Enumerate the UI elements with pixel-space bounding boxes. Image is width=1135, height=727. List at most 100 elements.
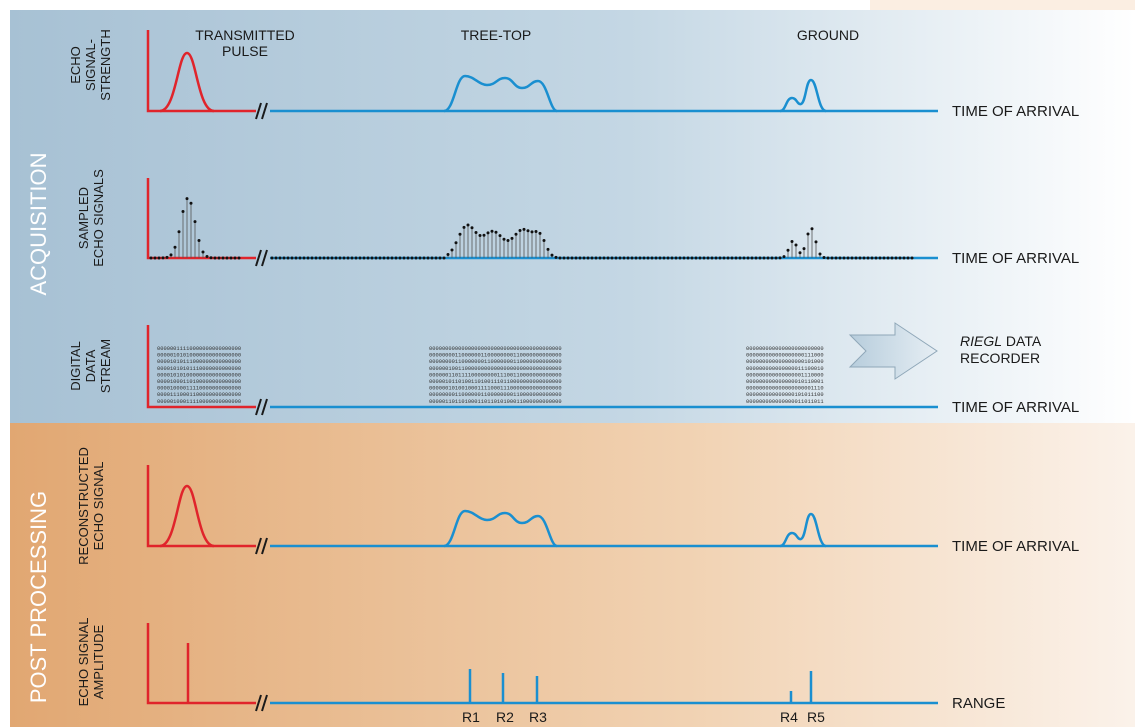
sample-point: [434, 256, 438, 260]
top-right-tint: [870, 0, 1135, 10]
sample-point: [846, 256, 850, 260]
row-echo-signal: ECHO SIGNAL- STRENGTH TIME OF ARRIVAL: [68, 29, 1079, 120]
bitstream-line: 000000000000000001110000: [746, 372, 824, 378]
bitstream-line: 00000011110000000000000000: [157, 346, 241, 352]
sample-point: [878, 256, 882, 260]
bitstream-line: 000000000000000010110001: [746, 379, 824, 385]
sample-point: [594, 256, 598, 260]
sample-point: [898, 256, 902, 260]
sample-point: [334, 256, 338, 260]
bitstream-pulse: 0000001111000000000000000000000101010000…: [157, 346, 241, 405]
axis-label-digital: TIME OF ARRIVAL: [952, 399, 1079, 416]
sample-point: [726, 256, 730, 260]
sample-point: [282, 256, 286, 260]
sample-point: [866, 256, 870, 260]
sample-point: [902, 256, 906, 260]
recorder-label-line1: RIEGL DATA: [960, 333, 1042, 349]
bitstream-line: 000000000000000000001110: [746, 386, 824, 392]
sample-point: [886, 256, 890, 260]
reconstructed-pulse-curve: [159, 484, 215, 548]
sample-point: [406, 256, 410, 260]
sample-point: [586, 256, 590, 260]
sample-point: [614, 256, 618, 260]
bitstream-line: 00001010111000000000000000: [157, 359, 241, 365]
ylabel-sampled-1: SAMPLED: [76, 187, 91, 249]
bitstream-line: 0000000011000000110000000011000000000000…: [429, 353, 562, 359]
sample-point: [714, 256, 718, 260]
sample-point: [430, 256, 434, 260]
sample-point: [173, 245, 177, 249]
sample-point: [470, 226, 474, 230]
bitstream-line: 000000000000000000101000: [746, 359, 824, 365]
sample-point: [330, 256, 334, 260]
break-mark: [255, 694, 262, 712]
sample-point: [366, 256, 370, 260]
sample-point: [398, 256, 402, 260]
sample-point: [758, 256, 762, 260]
sample-point: [822, 256, 826, 260]
sample-point: [522, 227, 526, 231]
sample-point: [550, 253, 554, 257]
sample-point: [650, 256, 654, 260]
sample-point: [482, 233, 486, 237]
bitstream-line: 00000101010000000000000000: [157, 353, 241, 359]
axis-breaks: [255, 102, 268, 712]
sample-point: [854, 256, 858, 260]
sample-point: [442, 256, 446, 260]
range-label-r3: R3: [529, 709, 547, 725]
sample-point: [906, 256, 910, 260]
sample-point: [710, 256, 714, 260]
sample-point: [342, 256, 346, 260]
samples-main: [270, 223, 914, 260]
sample-point: [734, 256, 738, 260]
break-mark: [261, 249, 268, 267]
ylabel-amplitude-2: AMPLITUDE: [91, 624, 106, 699]
sample-point: [201, 250, 205, 254]
sample-point: [181, 210, 185, 214]
acquisition-label: ACQUISITION: [26, 152, 51, 295]
bitstream-line: 0000011011010001101101010001100000000000…: [429, 399, 562, 405]
sample-point: [786, 248, 790, 252]
break-mark: [261, 102, 268, 120]
sample-point: [394, 256, 398, 260]
pulse-axis: [146, 465, 256, 548]
sample-point: [870, 256, 874, 260]
sample-point: [590, 256, 594, 260]
sample-point: [826, 256, 830, 260]
axis-label-sampled: TIME OF ARRIVAL: [952, 250, 1079, 267]
sample-point: [318, 256, 322, 260]
sample-point: [666, 256, 670, 260]
bitstream-line: 000000000000000000111000: [746, 353, 824, 359]
ylabel-echo-3: STRENGTH: [98, 29, 113, 101]
ylabel-digital-2: DATA: [83, 349, 98, 382]
sample-point: [542, 238, 546, 242]
bitstream-ground: 0000000000000000000000000000000000000000…: [746, 346, 824, 405]
sample-point: [382, 256, 386, 260]
sample-point: [446, 253, 450, 257]
sample-point: [314, 256, 318, 260]
pulse-axis: [146, 30, 256, 113]
sample-point: [582, 256, 586, 260]
sample-point: [662, 256, 666, 260]
ylabel-digital-1: DIGITAL: [68, 341, 83, 391]
sample-point: [514, 232, 518, 236]
sample-point: [354, 256, 358, 260]
sample-point: [742, 256, 746, 260]
sample-point: [674, 256, 678, 260]
sample-point: [678, 256, 682, 260]
bitstream-line: 00001010100000000000000000: [157, 372, 241, 378]
sample-point: [838, 256, 842, 260]
sample-point: [229, 256, 233, 260]
sample-point: [622, 256, 626, 260]
bitstream-tree-top: 0000000000000000000000000000000000000000…: [429, 346, 562, 405]
sample-point: [410, 256, 414, 260]
row-amplitude: ECHO SIGNAL AMPLITUDE R1 R2 R3 R4 R5 RAN…: [76, 618, 1005, 725]
sample-point: [494, 230, 498, 234]
sample-point: [169, 253, 173, 257]
sample-point: [610, 256, 614, 260]
sample-point: [506, 238, 510, 242]
sample-point: [370, 256, 374, 260]
ylabel-echo-1: ECHO: [68, 46, 83, 84]
sample-point: [750, 256, 754, 260]
